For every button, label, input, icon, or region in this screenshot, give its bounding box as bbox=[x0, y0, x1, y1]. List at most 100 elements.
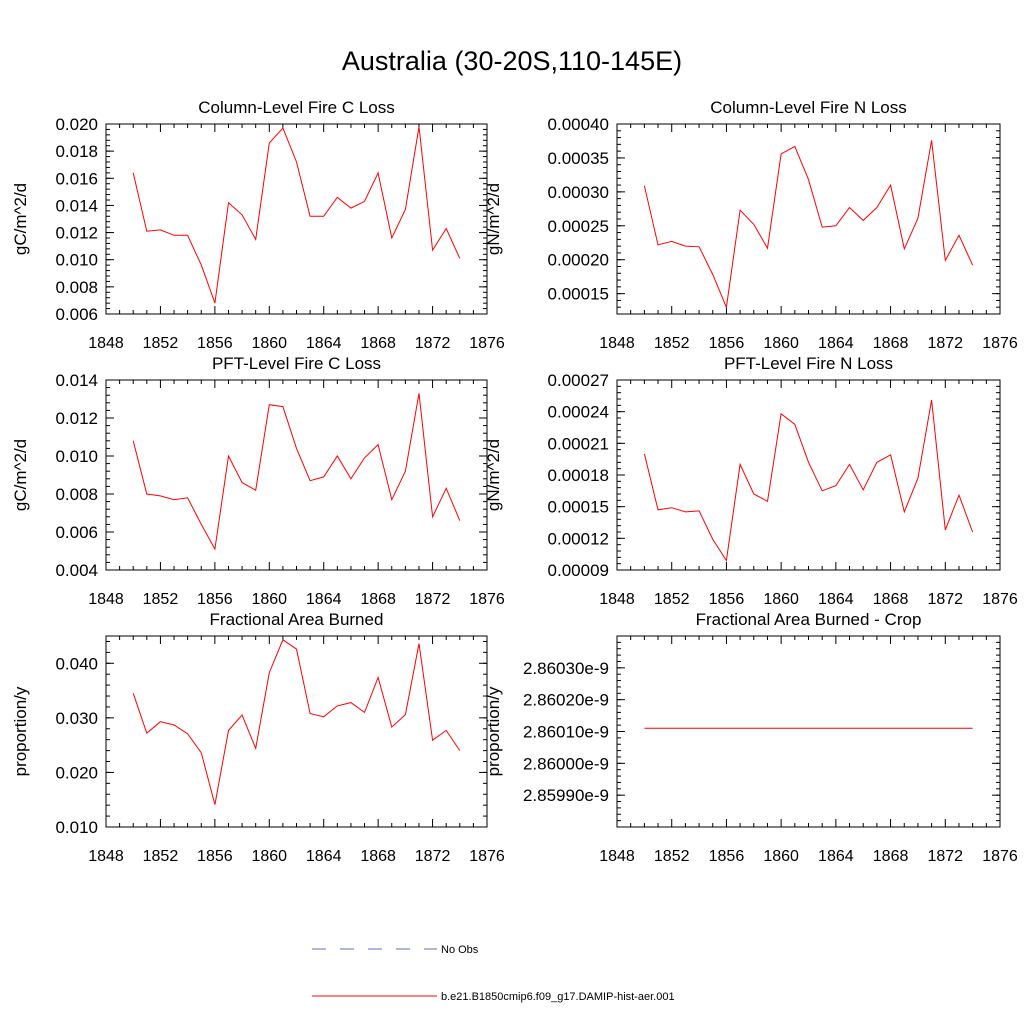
series-line bbox=[643, 140, 974, 310]
figure-title: Australia (30-20S,110-145E) bbox=[341, 46, 683, 76]
x-tick-label: 1848 bbox=[599, 848, 635, 865]
plot-frame bbox=[616, 379, 1001, 571]
y-tick-label: 2.86020e-9 bbox=[523, 691, 609, 710]
series-line bbox=[132, 393, 461, 551]
x-tick-label: 1876 bbox=[982, 591, 1018, 608]
plot-frame bbox=[105, 123, 488, 315]
x-tick-label: 1852 bbox=[143, 591, 179, 608]
plot-frame bbox=[616, 635, 1001, 828]
x-tick-label: 1868 bbox=[873, 335, 909, 352]
x-tick-label: 1856 bbox=[197, 591, 233, 608]
x-tick-label: 1872 bbox=[927, 848, 963, 865]
x-tick-label: 1856 bbox=[709, 591, 745, 608]
y-tick-label: 0.012 bbox=[55, 224, 98, 243]
x-tick-label: 1860 bbox=[763, 335, 799, 352]
y-tick-label: 0.00021 bbox=[548, 434, 609, 453]
x-tick-label: 1876 bbox=[982, 335, 1018, 352]
y-tick-label: 0.030 bbox=[55, 709, 98, 728]
x-tick-label: 1860 bbox=[763, 848, 799, 865]
y-axis-label: gC/m^2/d bbox=[11, 439, 30, 511]
y-tick-label: 0.00018 bbox=[548, 466, 609, 485]
y-axis-label: gN/m^2/d bbox=[484, 439, 503, 511]
y-tick-label: 0.00025 bbox=[548, 217, 609, 236]
y-tick-label: 2.86010e-9 bbox=[523, 723, 609, 742]
x-tick-label: 1872 bbox=[927, 591, 963, 608]
y-tick-label: 0.040 bbox=[55, 654, 98, 673]
x-tick-label: 1848 bbox=[599, 591, 635, 608]
y-tick-label: 0.00030 bbox=[548, 183, 609, 202]
x-tick-label: 1868 bbox=[360, 335, 396, 352]
y-tick-label: 0.00035 bbox=[548, 149, 609, 168]
y-tick-label: 0.006 bbox=[55, 523, 98, 542]
x-tick-label: 1852 bbox=[143, 335, 179, 352]
y-axis-label: gN/m^2/d bbox=[484, 183, 503, 255]
y-axis-label: proportion/y bbox=[11, 686, 30, 776]
y-tick-label: 0.020 bbox=[55, 763, 98, 782]
x-tick-label: 1868 bbox=[360, 591, 396, 608]
legend-label-1: No Obs bbox=[441, 944, 479, 956]
legend: No Obs b.e21.B1850cmip6.f09_g17.DAMIP-his… bbox=[312, 944, 675, 1003]
x-tick-label: 1868 bbox=[873, 591, 909, 608]
y-tick-label: 2.86030e-9 bbox=[523, 659, 609, 678]
y-tick-label: 0.008 bbox=[55, 278, 98, 297]
x-tick-label: 1852 bbox=[143, 848, 179, 865]
y-tick-label: 0.016 bbox=[55, 169, 98, 188]
panel-title: Fractional Area Burned - Crop bbox=[696, 610, 922, 629]
x-tick-label: 1852 bbox=[654, 848, 690, 865]
x-tick-label: 1872 bbox=[415, 591, 451, 608]
y-tick-label: 0.014 bbox=[55, 371, 98, 390]
y-tick-label: 0.00012 bbox=[548, 529, 609, 548]
x-tick-label: 1852 bbox=[654, 591, 690, 608]
x-tick-label: 1848 bbox=[88, 848, 124, 865]
y-tick-label: 0.020 bbox=[55, 115, 98, 134]
x-tick-label: 1864 bbox=[306, 591, 342, 608]
x-tick-label: 1876 bbox=[469, 591, 505, 608]
y-tick-label: 0.00009 bbox=[548, 561, 609, 580]
y-tick-label: 2.86000e-9 bbox=[523, 754, 609, 773]
legend-label-2: b.e21.B1850cmip6.f09_g17.DAMIP-hist-aer.… bbox=[441, 991, 675, 1003]
x-tick-label: 1848 bbox=[88, 335, 124, 352]
panel-title: Column-Level Fire N Loss bbox=[710, 98, 907, 117]
x-tick-label: 1860 bbox=[763, 591, 799, 608]
x-tick-label: 1872 bbox=[415, 848, 451, 865]
y-tick-label: 0.008 bbox=[55, 485, 98, 504]
panel-title: PFT-Level Fire C Loss bbox=[212, 354, 381, 373]
chart-panel-3: PFT-Level Fire C Loss 1848 1852 1856 1860 186… bbox=[11, 354, 505, 608]
plot-frame bbox=[105, 635, 488, 828]
y-tick-label: 0.010 bbox=[55, 447, 98, 466]
y-tick-label: 0.004 bbox=[55, 561, 98, 580]
series-line bbox=[132, 126, 461, 304]
y-tick-label: 0.00027 bbox=[548, 371, 609, 390]
panel-title: Fractional Area Burned bbox=[210, 610, 384, 629]
x-tick-label: 1856 bbox=[709, 848, 745, 865]
y-tick-label: 0.00015 bbox=[548, 498, 609, 517]
x-tick-label: 1876 bbox=[469, 335, 505, 352]
chart-panels: Column-Level Fire C Loss 1848 1852 1856 1860… bbox=[11, 98, 1018, 865]
x-tick-label: 1864 bbox=[818, 848, 854, 865]
chart-panel-6: Fractional Area Burned - Crop 1848 1852 185… bbox=[484, 610, 1018, 865]
y-tick-label: 0.012 bbox=[55, 409, 98, 428]
chart-panel-1: Column-Level Fire C Loss 1848 1852 1856 1860… bbox=[11, 98, 505, 352]
x-tick-label: 1864 bbox=[818, 591, 854, 608]
x-tick-label: 1860 bbox=[251, 335, 287, 352]
x-tick-label: 1864 bbox=[306, 335, 342, 352]
x-tick-label: 1876 bbox=[469, 848, 505, 865]
x-tick-label: 1856 bbox=[197, 848, 233, 865]
y-axis-label: gC/m^2/d bbox=[11, 183, 30, 255]
x-tick-label: 1856 bbox=[197, 335, 233, 352]
x-tick-label: 1852 bbox=[654, 335, 690, 352]
x-tick-label: 1876 bbox=[982, 848, 1018, 865]
x-tick-label: 1856 bbox=[709, 335, 745, 352]
x-tick-label: 1868 bbox=[360, 848, 396, 865]
x-tick-label: 1860 bbox=[251, 591, 287, 608]
x-tick-label: 1848 bbox=[599, 335, 635, 352]
x-tick-label: 1872 bbox=[927, 335, 963, 352]
y-tick-label: 2.85990e-9 bbox=[523, 786, 609, 805]
plot-frame bbox=[105, 379, 488, 571]
x-tick-label: 1848 bbox=[88, 591, 124, 608]
y-tick-label: 0.014 bbox=[55, 196, 98, 215]
x-tick-label: 1864 bbox=[306, 848, 342, 865]
y-tick-label: 0.00024 bbox=[548, 403, 609, 422]
panel-title: PFT-Level Fire N Loss bbox=[724, 354, 893, 373]
